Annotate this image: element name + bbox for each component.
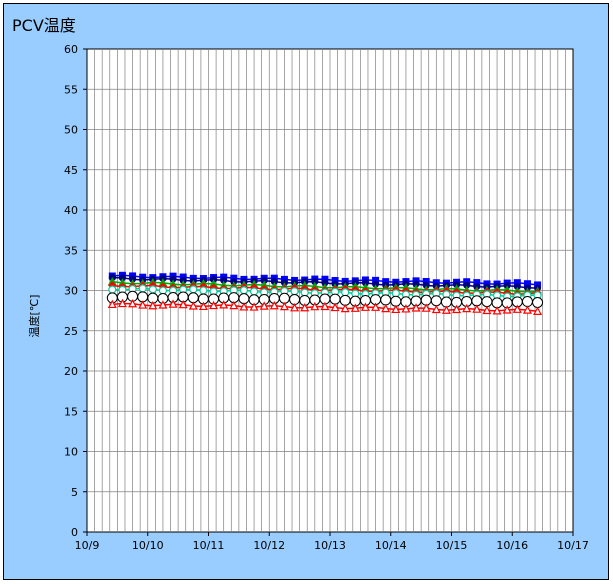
- y-tick-label: 0: [71, 526, 78, 539]
- data-point: [158, 300, 168, 309]
- data-point: [148, 285, 157, 294]
- data-point: [532, 296, 544, 308]
- data-point: [380, 294, 392, 306]
- y-tick-label: 40: [64, 204, 78, 217]
- x-tick-label: 10/12: [253, 539, 285, 552]
- data-point: [300, 302, 310, 312]
- data-point: [239, 286, 249, 295]
- y-tick-labels: 0 5 10 15 20 25 30 35 40 45 50 55 60: [64, 43, 87, 539]
- data-point: [329, 293, 341, 305]
- data-point: [472, 304, 482, 313]
- y-tick-label: 20: [64, 365, 78, 378]
- data-point: [198, 301, 208, 311]
- y-axis-label: 温度[℃]: [27, 295, 41, 338]
- data-point: [339, 294, 351, 306]
- data-point: [209, 300, 219, 310]
- y-tick-label: 60: [64, 43, 78, 56]
- data-point: [290, 287, 299, 296]
- x-tick-label: 10/10: [132, 539, 164, 552]
- y-tick-label: 50: [64, 124, 78, 137]
- data-point: [481, 296, 493, 308]
- data-point: [441, 305, 451, 314]
- x-tick-label: 10/16: [496, 539, 528, 552]
- data-point: [238, 293, 250, 305]
- data-point: [107, 299, 117, 309]
- data-point: [278, 292, 290, 304]
- data-point: [330, 302, 340, 312]
- data-point: [320, 301, 330, 311]
- data-point: [421, 303, 431, 312]
- data-point: [431, 304, 441, 314]
- y-tick-label: 30: [64, 285, 78, 298]
- x-tick-labels: 10/9 10/10 10/11 10/12 10/13 10/14 10/15 10/16 1…: [75, 532, 589, 552]
- series-7: [107, 298, 543, 315]
- data-point: [289, 294, 301, 306]
- data-point: [512, 304, 522, 313]
- data-point: [521, 296, 533, 308]
- data-point: [138, 300, 148, 309]
- data-point: [371, 302, 381, 311]
- data-point: [381, 303, 391, 313]
- data-point: [279, 301, 289, 311]
- data-point: [117, 298, 127, 308]
- data-point: [188, 301, 198, 310]
- data-point: [522, 305, 532, 314]
- x-tick-label: 10/15: [436, 539, 468, 552]
- data-point: [199, 286, 208, 295]
- series-group: [106, 271, 544, 315]
- x-tick-label: 10/13: [314, 539, 346, 552]
- data-point: [108, 285, 117, 294]
- data-point: [533, 306, 543, 315]
- data-point: [350, 303, 360, 312]
- data-point: [178, 299, 188, 309]
- data-point: [462, 303, 472, 313]
- data-point: [168, 299, 178, 308]
- y-tick-label: 25: [64, 325, 78, 338]
- y-tick-label: 5: [71, 486, 78, 499]
- data-point: [310, 301, 320, 311]
- y-tick-label: 45: [64, 164, 78, 177]
- data-point: [341, 288, 350, 297]
- data-point: [229, 300, 239, 310]
- x-tick-label: 10/9: [75, 539, 100, 552]
- data-point: [138, 284, 147, 293]
- data-point: [401, 304, 411, 313]
- series-6: [106, 290, 544, 309]
- data-point: [482, 305, 492, 315]
- y-tick-label: 10: [64, 446, 78, 459]
- data-point: [502, 305, 512, 314]
- data-point: [411, 303, 421, 312]
- x-tick-label: 10/14: [375, 539, 407, 552]
- data-point: [391, 304, 401, 314]
- data-point: [259, 301, 269, 310]
- data-point: [340, 303, 350, 313]
- series-2: [108, 274, 542, 292]
- data-point: [269, 300, 279, 310]
- data-point: [471, 295, 483, 307]
- y-tick-label: 15: [64, 405, 78, 418]
- data-point: [219, 300, 229, 309]
- data-point: [249, 287, 259, 296]
- data-point: [189, 285, 198, 294]
- x-tick-label: 10/11: [193, 539, 225, 552]
- y-tick-label: 35: [64, 244, 78, 257]
- data-point: [360, 302, 370, 311]
- data-point: [290, 303, 300, 312]
- data-point: [128, 299, 138, 308]
- data-point: [492, 306, 502, 315]
- chart-title: PCV温度: [12, 16, 76, 35]
- data-point: [239, 302, 249, 311]
- data-point: [249, 302, 259, 311]
- y-tick-label: 55: [64, 83, 78, 96]
- data-point: [148, 300, 158, 310]
- x-tick-label: 10/17: [557, 539, 589, 552]
- series-5: [108, 284, 542, 301]
- data-point: [187, 292, 199, 304]
- data-point: [452, 304, 462, 314]
- data-point: [430, 295, 442, 307]
